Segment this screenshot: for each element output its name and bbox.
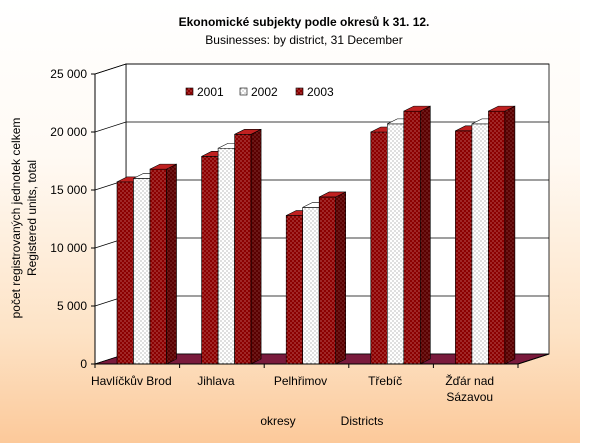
x-axis-label-cz: okresy	[260, 414, 295, 428]
bar	[234, 128, 262, 365]
gridline	[94, 63, 549, 75]
y-axis-label-en: Registered units, total	[25, 160, 39, 276]
y-axis: 0 5 000 10 000 15 000 20 000 25 000	[50, 67, 96, 371]
bar-top	[488, 105, 516, 112]
bar	[488, 105, 516, 365]
bar-top	[149, 163, 177, 170]
y-tick-label: 5 000	[57, 299, 87, 313]
y-tick-label: 15 000	[50, 183, 87, 197]
bar-front	[201, 156, 219, 365]
x-tick-label: Pelhřimov	[274, 374, 327, 388]
chart-subtitle: Businesses: by district, 31 December	[205, 33, 402, 47]
bars	[116, 105, 516, 365]
legend-swatch	[295, 87, 304, 96]
bar-front	[455, 130, 473, 365]
bar	[149, 163, 177, 365]
legend-label: 2001	[197, 85, 224, 99]
bar	[318, 191, 347, 365]
legend-label: 2003	[307, 85, 334, 99]
bar-top	[319, 191, 346, 198]
bar-front	[488, 110, 506, 365]
x-tick-label: Havlíčkův Brod	[91, 374, 172, 388]
chart-area: Ekonomické subjekty podle okresů k 31. 1…	[0, 0, 580, 443]
x-tick-label: Jihlava	[197, 374, 235, 388]
bar-front	[116, 181, 134, 365]
x-axis-depth-line	[517, 353, 550, 365]
legend-item: 2002	[239, 85, 278, 99]
bar-side	[250, 128, 262, 365]
bar	[403, 105, 431, 365]
chart-title: Ekonomické subjekty podle okresů k 31. 1…	[179, 15, 430, 29]
legend: 2001 2002 2003	[185, 85, 334, 99]
legend-swatch	[185, 87, 194, 96]
y-axis-label-cz: počet registrovaných jednotek celkem	[9, 118, 23, 319]
bar-side	[504, 105, 516, 365]
x-axis: Havlíčkův Brod Jihlava Pelhřimov Třebíč Žďár…	[91, 353, 550, 404]
bar-front	[217, 147, 235, 365]
legend-item: 2003	[295, 85, 334, 99]
x-tick-label: Sázavou	[446, 390, 493, 404]
x-tick-label: Třebíč	[368, 374, 402, 388]
bar-side	[335, 191, 347, 365]
y-tick-label: 20 000	[50, 125, 87, 139]
legend-label: 2002	[251, 85, 278, 99]
bar-front	[149, 168, 167, 365]
bar-front	[302, 207, 320, 365]
y-tick-label: 0	[80, 357, 87, 371]
bar-front	[234, 134, 252, 365]
y-tick-label: 25 000	[50, 67, 87, 81]
legend-swatch	[239, 87, 248, 96]
bar-front	[471, 123, 489, 365]
bar-front	[370, 131, 388, 365]
legend-item: 2001	[185, 85, 224, 99]
bar-front	[318, 196, 337, 365]
bar-front	[403, 110, 421, 365]
x-axis-label-en: Districts	[341, 414, 384, 428]
bar-chart: Ekonomické subjekty podle okresů k 31. 1…	[9, 15, 550, 428]
bar-front	[285, 215, 304, 365]
bar-front	[386, 123, 405, 365]
bar-side	[419, 105, 431, 365]
y-tick-label: 10 000	[50, 241, 87, 255]
bar-front	[133, 178, 151, 365]
x-tick-label: Žďár nad	[445, 373, 494, 388]
bar-side	[166, 163, 177, 365]
bar-top	[234, 129, 262, 135]
bar-top	[403, 105, 431, 112]
